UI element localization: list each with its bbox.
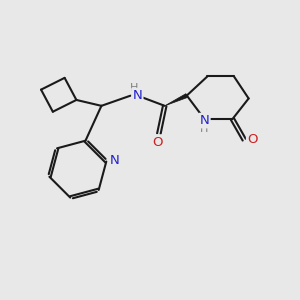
Text: N: N	[133, 89, 142, 102]
Polygon shape	[165, 94, 188, 106]
Text: N: N	[110, 154, 119, 166]
Text: H: H	[200, 124, 209, 134]
Text: O: O	[247, 133, 258, 146]
Text: H: H	[130, 83, 138, 93]
Text: N: N	[200, 114, 209, 127]
Text: O: O	[152, 136, 163, 148]
